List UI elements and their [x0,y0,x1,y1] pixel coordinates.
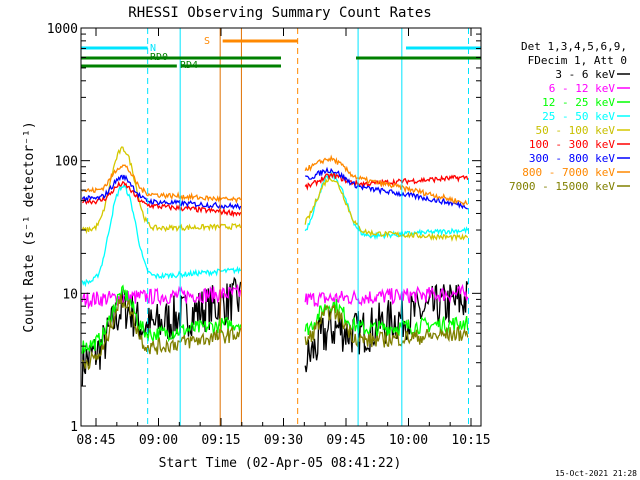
x-tick-label-2: 09:15 [201,433,240,448]
vertical-markers [147,28,469,426]
series-line-3-seg-0 [81,184,242,288]
legend-header-1: FDecim 1, Att 0 [528,54,627,67]
series-line-7-seg-0 [81,164,242,205]
series-line-7-seg-1 [304,154,469,207]
series-line-8-seg-1 [304,304,469,348]
x-tick-label-0: 08:45 [76,433,115,448]
legend-label-5: 100 - 300 keV [529,138,615,151]
x-tick-label-6: 10:15 [451,433,490,448]
flag-label-s: S [204,36,210,47]
axis-ticks: 08:45 09:00 09:15 09:30 09:45 10:00 10:15 1 10 10… [47,22,491,448]
x-axis-label: Start Time (02-Apr-05 08:41:22) [159,456,402,471]
series-line-6-seg-0 [81,174,242,211]
y-tick-label-1: 10 [62,287,78,302]
legend-label-7: 800 - 7000 keV [522,166,615,179]
flag-label-n: N [150,43,156,54]
flag-label-rd4: RD4 [180,60,198,71]
legend-label-8: 7000 - 15000 keV [509,180,615,193]
legend-header-0: Det 1,3,4,5,6,9, [521,40,627,53]
footer-timestamp: 15-Oct-2021 21:28 [555,469,637,478]
x-tick-label-5: 10:00 [389,433,428,448]
flag-label-rd0: RD0 [150,52,168,63]
series-line-5-seg-1 [304,172,469,191]
series-line-4-seg-1 [304,175,469,242]
x-tick-label-1: 09:00 [139,433,178,448]
series-line-0-seg-0 [81,276,242,386]
x-tick-label-4: 09:45 [326,433,365,448]
series-line-5-seg-0 [82,180,242,218]
legend-label-0: 3 - 6 keV [555,68,615,81]
legend-label-6: 300 - 800 keV [529,152,615,165]
legend: Det 1,3,4,5,6,9,FDecim 1, Att 03 - 6 keV… [509,40,630,193]
series-line-1-seg-1 [304,283,469,307]
data-traces [81,146,469,386]
legend-label-4: 50 - 100 keV [536,124,616,137]
legend-label-3: 25 - 50 keV [542,110,615,123]
chart-title: RHESSI Observing Summary Count Rates [128,5,431,21]
y-tick-label-3: 1000 [47,22,78,37]
series-line-8-seg-0 [81,294,242,371]
series-line-6-seg-1 [305,166,469,210]
series-line-2-seg-0 [81,284,242,355]
y-tick-label-2: 100 [55,155,78,170]
x-tick-label-3: 09:30 [264,433,303,448]
series-line-1-seg-0 [81,283,242,310]
legend-label-1: 6 - 12 keV [549,82,616,95]
y-tick-label-0: 1 [70,420,78,435]
legend-label-2: 12 - 25 keV [542,96,615,109]
y-axis-label: Count Rate (s⁻¹ detector⁻¹) [22,121,37,332]
series-line-0-seg-1 [304,281,469,373]
plot-frame [80,27,482,427]
